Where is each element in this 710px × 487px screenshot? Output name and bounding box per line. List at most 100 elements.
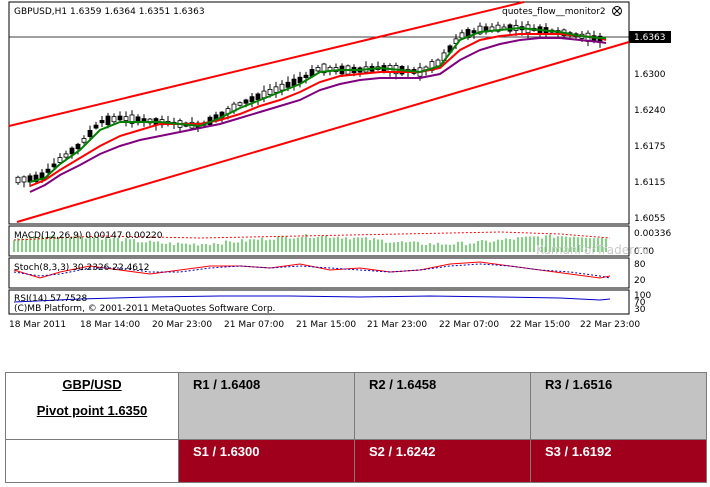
time-axis-label: 22 Mar 15:00 xyxy=(510,320,570,330)
pivot-levels-table: GBP/USD Pivot point 1.6350 R1 / 1.6408 R… xyxy=(5,372,707,483)
price-axis: 1.6300 1.6240 1.6175 1.6115 1.6055 xyxy=(634,70,666,224)
price-axis-label: 1.6055 xyxy=(634,214,666,224)
macd-label: MACD(12,26,9) 0.00147 0.00220 xyxy=(14,231,163,241)
pair-cell: GBP/USD Pivot point 1.6350 xyxy=(5,372,179,440)
main-chart-panel xyxy=(8,1,630,225)
watermark: KumanForTrader.ru xyxy=(536,243,649,257)
support-cell: S1 / 1.6300 xyxy=(178,439,355,483)
price-chart: GBPUSD,H1 1.6359 1.6364 1.6351 1.6363 qu… xyxy=(8,1,671,330)
candle-body xyxy=(273,86,279,93)
candle-body xyxy=(285,81,291,88)
ma-fast-line xyxy=(29,26,606,183)
time-axis-label: 21 Mar 23:00 xyxy=(367,320,427,330)
rsi-label: RSI(14) 57.7528 xyxy=(14,294,87,304)
candle-body xyxy=(435,59,441,67)
time-axis-label: 20 Mar 23:00 xyxy=(152,320,212,330)
candle-body xyxy=(75,143,81,150)
candle-body xyxy=(477,25,483,35)
pivot-point: Pivot point 1.6350 xyxy=(36,403,148,418)
time-axis-label: 18 Mar 14:00 xyxy=(80,320,140,330)
candle-body xyxy=(267,88,273,96)
time-axis-label: 21 Mar 07:00 xyxy=(224,320,284,330)
candle-body xyxy=(111,116,117,123)
resistance-cell: R2 / 1.6458 xyxy=(354,372,531,440)
stoch-label: Stoch(8,3,3) 30.2326 22.4612 xyxy=(14,263,149,273)
price-axis-label: 1.6175 xyxy=(634,142,666,152)
candle-body xyxy=(279,83,285,91)
r3-level: R3 / 1.6516 xyxy=(545,377,613,392)
rsi-panel xyxy=(8,289,630,315)
price-channel xyxy=(8,1,630,223)
candle-body xyxy=(261,90,267,99)
time-axis-label: 22 Mar 07:00 xyxy=(439,320,499,330)
rsi-axis-mid: 70 xyxy=(634,298,646,308)
candle-body xyxy=(105,115,111,126)
candle-body xyxy=(69,147,75,155)
candle-body xyxy=(123,116,129,121)
blank-cell xyxy=(5,439,179,483)
time-axis-label: 22 Mar 23:00 xyxy=(580,320,640,330)
candle-body xyxy=(129,114,135,124)
support-cell: S2 / 1.6242 xyxy=(354,439,531,483)
resistance-cell: R1 / 1.6408 xyxy=(178,372,355,440)
candle-body xyxy=(243,99,249,104)
price-axis-label: 1.6115 xyxy=(634,178,666,188)
support-cell: S3 / 1.6192 xyxy=(530,439,707,483)
candle-body xyxy=(87,129,93,138)
price-axis-label: 1.6300 xyxy=(634,70,666,80)
rsi-axis-bottom: 30 xyxy=(634,305,646,315)
r1-level: R1 / 1.6408 xyxy=(193,377,261,392)
stoch-axis-top: 80 xyxy=(634,260,646,270)
candle-body xyxy=(495,24,501,32)
trading-terminal: GBPUSD,H1 1.6359 1.6364 1.6351 1.6363 qu… xyxy=(8,1,672,330)
s3-level: S3 / 1.6192 xyxy=(545,444,612,459)
stoch-signal-line xyxy=(13,263,611,279)
close-indicator-icon[interactable] xyxy=(612,6,622,16)
candle-body xyxy=(471,30,477,34)
macd-axis-top: 0.00336 xyxy=(634,229,671,239)
price-tag-box xyxy=(629,31,671,43)
chart-header: GBPUSD,H1 1.6359 1.6364 1.6351 1.6363 xyxy=(14,7,205,17)
rsi-line xyxy=(13,295,611,303)
candle-body xyxy=(15,176,21,184)
candle-body xyxy=(315,67,321,72)
stoch-axis-bottom: 20 xyxy=(634,276,646,286)
candle-body xyxy=(21,176,27,183)
candle-body xyxy=(291,78,297,87)
candle-body xyxy=(63,153,69,158)
s2-level: S2 / 1.6242 xyxy=(369,444,436,459)
stoch-panel xyxy=(8,257,630,289)
candle-body xyxy=(57,157,63,163)
pair-name: GBP/USD xyxy=(62,377,122,392)
time-axis-label: 21 Mar 15:00 xyxy=(296,320,356,330)
candle-body xyxy=(117,115,123,121)
candle-body xyxy=(255,93,261,101)
copyright-label: (C)MB Platform, © 2001-2011 MetaQuotes S… xyxy=(14,304,275,314)
candle-body xyxy=(81,138,87,143)
macd-axis-zero: 0.00 xyxy=(634,247,654,257)
rsi-axis-top: 100 xyxy=(634,291,651,301)
candle-body xyxy=(93,124,99,129)
time-axis: 18 Mar 2011 18 Mar 14:00 20 Mar 23:00 21… xyxy=(9,320,640,330)
r2-level: R2 / 1.6458 xyxy=(369,377,437,392)
resistance-cell: R3 / 1.6516 xyxy=(530,372,707,440)
candle-body xyxy=(45,168,51,173)
candle-body xyxy=(297,76,303,84)
candle-body xyxy=(99,120,105,124)
candle-body xyxy=(237,102,243,106)
indicator-label: quotes_flow__monitor2 xyxy=(502,7,606,17)
candle-body xyxy=(249,96,255,103)
candle-body xyxy=(303,74,309,78)
candle-body xyxy=(321,63,327,74)
s1-level: S1 / 1.6300 xyxy=(193,444,260,459)
candle-body xyxy=(33,174,39,183)
macd-signal-line xyxy=(13,231,611,241)
time-axis-label: 18 Mar 2011 xyxy=(9,320,66,330)
price-tag: 1.6363 xyxy=(634,33,666,43)
price-axis-label: 1.6240 xyxy=(634,106,666,116)
ma-slow-line xyxy=(29,37,607,193)
macd-histogram xyxy=(13,234,607,252)
candle-body xyxy=(459,32,465,39)
ma-mid-line xyxy=(29,33,607,187)
candle-body xyxy=(51,163,57,168)
